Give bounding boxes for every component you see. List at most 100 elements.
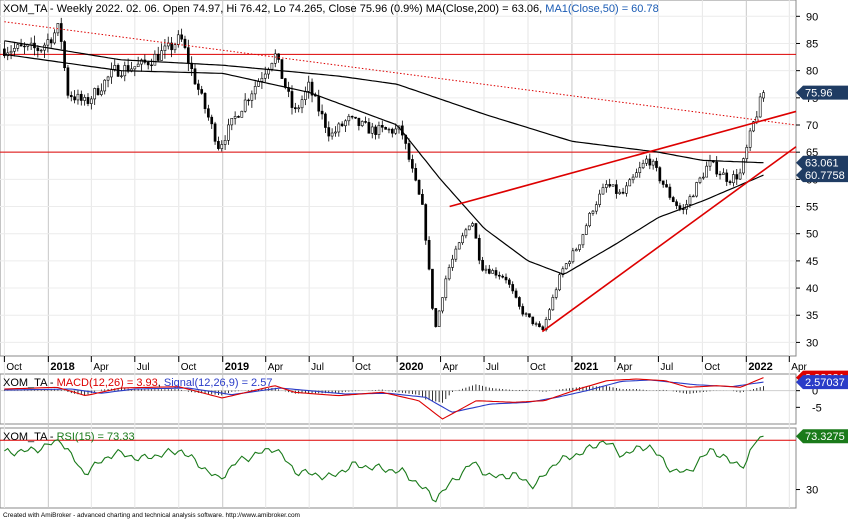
candle-body: [86, 97, 90, 104]
price-pane: [0, 0, 797, 357]
x-tick-label: Jul: [311, 362, 324, 373]
grid: [0, 0, 796, 508]
candle-body: [290, 91, 294, 108]
candle-body: [9, 50, 13, 54]
candle-body: [377, 125, 381, 135]
candle-body: [447, 267, 451, 280]
price-tick-label: 80: [806, 66, 818, 78]
candle-body: [100, 90, 103, 95]
candle-body: [661, 180, 665, 185]
rsi-title-symbol: XOM_TA: [3, 431, 48, 443]
macd-pane: [0, 373, 797, 425]
candle-body: [374, 126, 377, 135]
candle-body: [197, 83, 200, 90]
candle-body: [752, 121, 755, 132]
candle-body: [521, 306, 525, 315]
candle-body: [591, 210, 595, 214]
candle-body: [514, 290, 518, 298]
candle-body: [156, 54, 160, 61]
candle-body: [176, 34, 180, 45]
candle-body: [330, 132, 334, 137]
candle-body: [528, 313, 531, 318]
candle-body: [150, 64, 153, 67]
footer-credit: Created with AmiBroker - advanced charti…: [3, 512, 300, 519]
x-tick-label: Oct: [6, 362, 22, 373]
macd-title-signal: Signal(12,26,9) = 2.57: [164, 377, 273, 389]
close-price-tag-bg: [796, 85, 848, 100]
candle-body: [73, 96, 76, 101]
price-title-symbol: XOM_TA: [3, 3, 48, 15]
candle-body: [698, 177, 702, 183]
candle-body: [474, 223, 478, 239]
ma200-line: [4, 40, 764, 164]
x-tick-label: 2022: [748, 361, 772, 373]
candle-body: [695, 182, 698, 197]
candle-body: [551, 297, 555, 311]
candle-body: [645, 158, 648, 164]
candle-body: [708, 160, 712, 167]
candle-body: [307, 81, 311, 92]
candle-body: [501, 275, 505, 278]
trendlines: [4, 21, 797, 333]
candle-body: [561, 268, 565, 276]
candle-body: [411, 159, 414, 169]
candle-body: [725, 172, 729, 182]
candle-body: [173, 44, 177, 51]
candle-body: [16, 44, 20, 49]
candle-body: [454, 248, 458, 260]
candle-body: [210, 116, 214, 125]
candle-body: [427, 239, 431, 270]
candle-body: [360, 121, 364, 126]
candlesticks: [3, 17, 765, 332]
candle-body: [103, 79, 107, 92]
candle-body: [253, 86, 257, 95]
candle-body: [310, 81, 314, 96]
axis-labels: Oct 2018 Apr Jul Oct 2019 Apr Jul Oct 2020 Apr Jul O…: [3, 11, 822, 497]
candle-body: [755, 116, 759, 122]
x-tick-label: Apr: [268, 362, 284, 373]
candle-body: [270, 63, 274, 70]
candle-body: [183, 38, 187, 48]
candle-body: [106, 76, 110, 81]
candle-body: [414, 168, 418, 181]
candle-body: [364, 121, 367, 123]
candle-body: [524, 313, 528, 315]
price-tick-label: 50: [806, 229, 818, 241]
signal-value-tag: 2.57037: [796, 375, 848, 390]
candle-body: [136, 63, 140, 68]
candle-body: [631, 176, 635, 181]
candle-body: [564, 263, 568, 270]
candle-body: [146, 62, 150, 66]
candle-body: [668, 186, 672, 198]
candle-body: [497, 274, 501, 277]
rsi-line: [0, 435, 796, 503]
candle-body: [327, 127, 331, 137]
macd-title-macd: MACD(12,26) = 3.93: [57, 377, 158, 389]
candle-body: [110, 69, 113, 78]
candle-body: [237, 116, 240, 118]
candle-body: [13, 48, 16, 52]
solid-trendline: [449, 110, 797, 208]
candle-body: [511, 284, 515, 292]
rsi-value-tag: 73.3275: [796, 429, 848, 444]
x-tick-label: Oct: [355, 362, 371, 373]
candle-body: [494, 270, 498, 276]
price-tick-label: 40: [806, 283, 818, 295]
candle-body: [357, 117, 361, 126]
ma50-line: [4, 53, 764, 275]
candle-body: [541, 326, 545, 331]
candle-body: [625, 185, 628, 194]
candle-body: [66, 67, 70, 96]
candle-body: [153, 54, 157, 66]
x-tick-label: Apr: [93, 362, 109, 373]
signal-value-tag-text: 2.57037: [805, 377, 845, 389]
rsi-pane: [0, 427, 797, 509]
candle-body: [49, 39, 53, 44]
ma200-value-tag-bg: [796, 155, 848, 170]
candle-body: [531, 316, 535, 325]
ma200-value-tag-text: 63.061: [805, 158, 839, 170]
candle-body: [280, 59, 284, 79]
candle-body: [578, 244, 581, 250]
candle-body: [762, 92, 765, 99]
